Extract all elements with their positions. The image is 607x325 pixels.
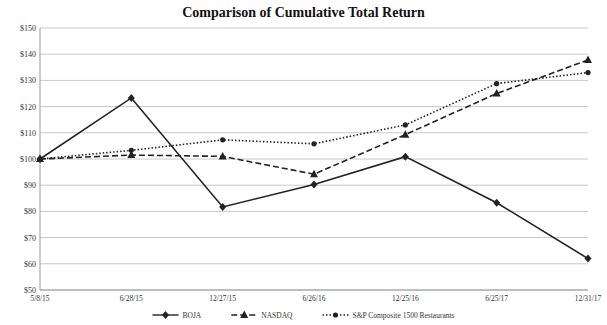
chart: Comparison of Cumulative Total Return$50… <box>0 0 607 325</box>
data-point <box>493 89 501 97</box>
data-point <box>37 156 42 161</box>
y-tick-label: $100 <box>20 155 36 164</box>
plot-area <box>36 55 592 262</box>
y-tick-label: $140 <box>20 50 36 59</box>
legend-label: NASDAQ <box>261 311 293 320</box>
legend-marker <box>333 312 338 317</box>
x-tick-label: 6/28/15 <box>120 294 143 303</box>
data-point <box>128 94 135 102</box>
legend-marker <box>162 311 169 319</box>
grid-line <box>40 159 588 160</box>
x-axis <box>40 290 588 291</box>
grid-line <box>40 106 588 107</box>
data-point <box>37 155 44 163</box>
legend-marker <box>240 311 248 319</box>
data-point <box>494 81 499 86</box>
grid-line <box>40 263 588 264</box>
x-tick-label: 6/25/17 <box>485 294 508 303</box>
y-tick-label: $60 <box>24 260 36 269</box>
x-tick-label: 5/8/15 <box>30 294 49 303</box>
grid-line <box>40 211 588 212</box>
y-tick-label: $130 <box>20 76 36 85</box>
y-tick-label: $150 <box>20 24 36 33</box>
data-point <box>584 55 592 63</box>
data-point <box>585 255 592 263</box>
y-tick-label: $110 <box>20 129 36 138</box>
data-point <box>311 141 316 146</box>
data-point <box>401 130 409 138</box>
data-point <box>220 137 225 142</box>
y-tick-label: $70 <box>24 234 36 243</box>
data-point <box>585 70 590 75</box>
title: Comparison of Cumulative Total Return <box>182 5 425 20</box>
data-point <box>129 148 134 153</box>
x-tick-label: 12/27/15 <box>209 294 236 303</box>
data-point <box>219 152 227 160</box>
data-point <box>402 153 409 161</box>
x-tick-label: 6/26/16 <box>303 294 326 303</box>
y-tick-label: $120 <box>20 103 36 112</box>
grid-line <box>40 28 588 29</box>
grid-line <box>40 237 588 238</box>
legend-label: BOJA <box>182 311 201 320</box>
series-line <box>40 60 588 174</box>
data-point <box>36 155 44 163</box>
legend: BOJA NASDAQ S&P Composite 1500 Restaurants <box>152 311 454 321</box>
series-line <box>40 98 588 259</box>
grid-line <box>40 80 588 81</box>
x-tick-label: 12/25/16 <box>392 294 419 303</box>
grid-line <box>40 132 588 133</box>
data-point <box>403 122 408 127</box>
y-tick-label: $90 <box>24 181 36 190</box>
data-point <box>493 199 500 207</box>
data-point <box>219 203 226 211</box>
grid-line <box>40 54 588 55</box>
legend-label: S&P Composite 1500 Restaurants <box>353 311 455 320</box>
series-line <box>40 73 588 159</box>
data-point <box>310 170 318 178</box>
grid-line <box>40 290 588 291</box>
y-tick-label: $80 <box>24 207 36 216</box>
x-tick-label: 12/31/17 <box>575 294 602 303</box>
data-point <box>311 180 318 188</box>
